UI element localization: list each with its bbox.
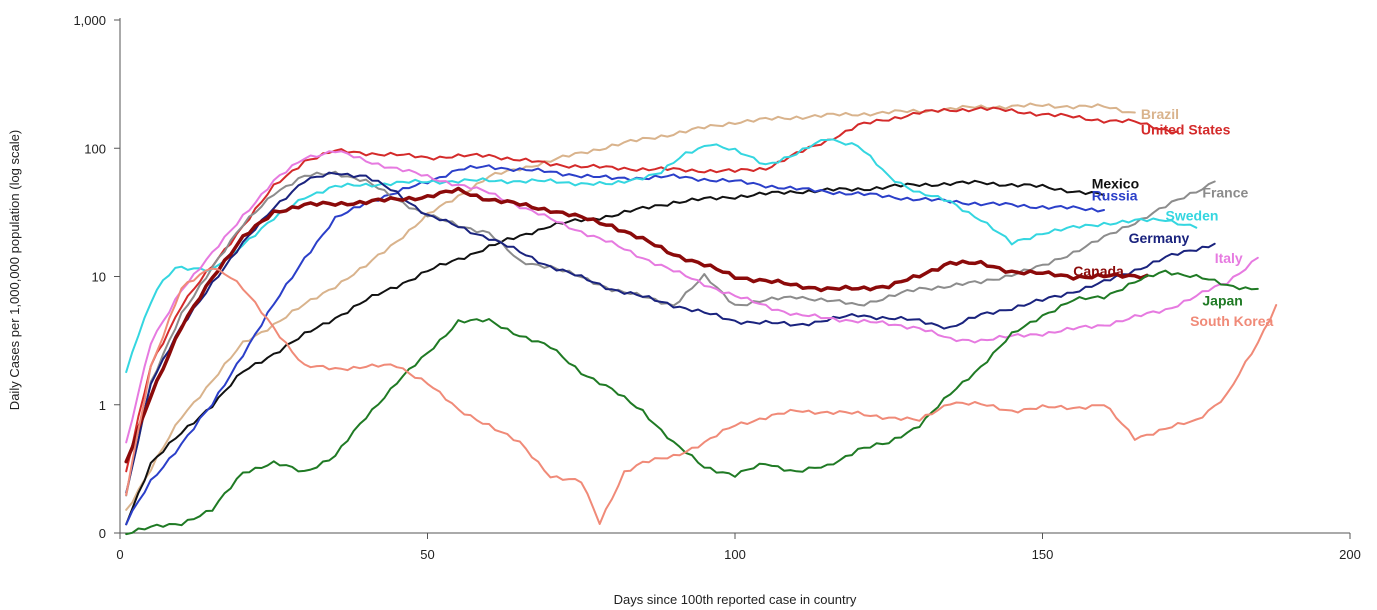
series-label-japan: Japan	[1202, 292, 1242, 308]
series-label-russia: Russia	[1092, 187, 1138, 203]
series-label-mexico: Mexico	[1092, 176, 1139, 192]
series-lines	[124, 102, 1278, 536]
series-line-japan	[125, 269, 1259, 536]
y-tick-label: 100	[84, 141, 106, 156]
series-line-united-states	[125, 106, 1179, 473]
x-axis-title: Days since 100th reported case in countr…	[614, 592, 857, 607]
y-tick-label: 1	[99, 398, 106, 413]
y-tick-label: 10	[92, 270, 106, 285]
series-line-brazil	[125, 102, 1136, 511]
x-tick-label: 200	[1339, 547, 1361, 562]
series-label-france: France	[1202, 185, 1248, 201]
series-line-canada	[124, 186, 1149, 464]
x-ticks: 0 50 100 150 200	[116, 533, 1361, 562]
series-line-sweden	[125, 138, 1198, 374]
x-tick-label: 0	[116, 547, 123, 562]
series-label-sweden: Sweden	[1166, 207, 1219, 223]
series-label-brazil: Brazil	[1141, 106, 1179, 122]
series-label-italy: Italy	[1215, 250, 1243, 266]
y-tick-label: 1,000	[73, 13, 106, 28]
axes	[119, 18, 1350, 534]
x-tick-label: 150	[1032, 547, 1054, 562]
series-label-south-korea: South Korea	[1190, 313, 1273, 329]
series-label-germany: Germany	[1129, 230, 1190, 246]
series-line-france	[125, 170, 1216, 497]
series-label-united-states: United States	[1141, 122, 1231, 138]
y-tick-label: 0	[99, 526, 106, 541]
y-ticks: 0 1 10 100 1,000	[73, 13, 120, 541]
series-label-canada: Canada	[1073, 263, 1124, 279]
y-axis-title: Daily Cases per 1,000,000 population (lo…	[7, 130, 22, 410]
x-tick-label: 50	[420, 547, 434, 562]
series-line-south-korea	[125, 267, 1278, 525]
x-tick-label: 100	[724, 547, 746, 562]
series-line-italy	[125, 150, 1259, 444]
series-line-germany	[125, 171, 1216, 494]
series-line-mexico	[125, 179, 1105, 526]
